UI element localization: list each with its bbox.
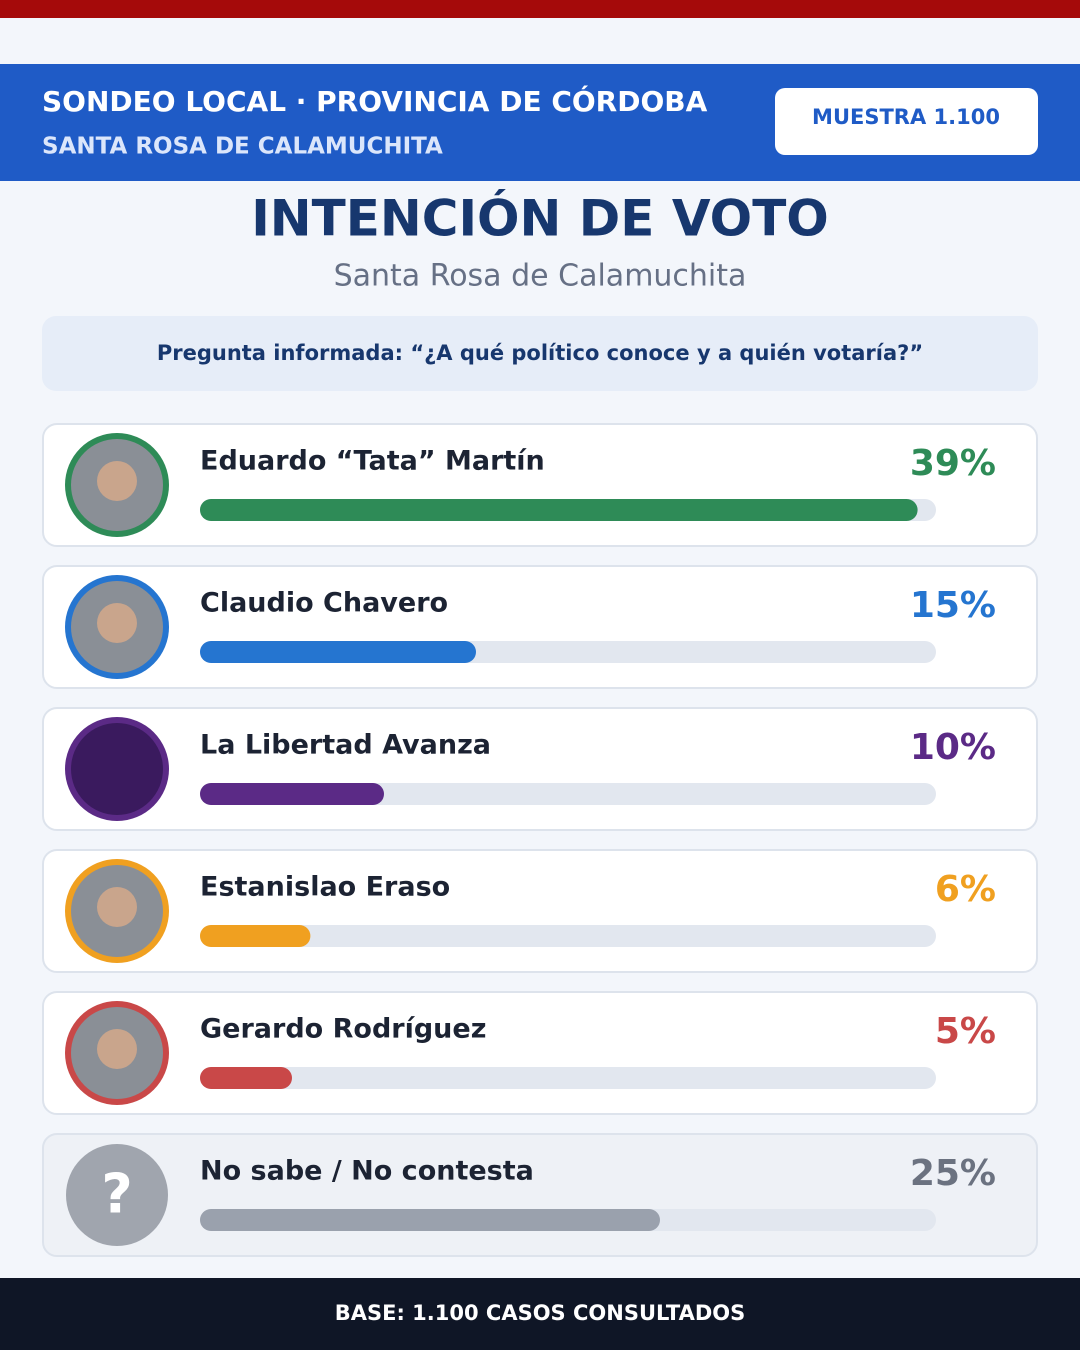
footer: BASE: 1.100 CASOS CONSULTADOS (335, 1301, 746, 1325)
category-label: Gerardo Rodríguez (200, 1014, 486, 1045)
value-label: 5% (935, 1011, 996, 1052)
header-title: SONDEO LOCAL · PROVINCIA DE CÓRDOBA (42, 84, 708, 118)
bar-track (200, 1067, 936, 1089)
avatar (71, 723, 163, 815)
card (42, 1133, 1038, 1257)
card (42, 849, 1038, 973)
card (42, 991, 1038, 1115)
avatar-face (97, 461, 137, 501)
badge-text: MUESTRA 1.100 (812, 105, 1000, 129)
card (42, 565, 1038, 689)
value-label: 10% (910, 727, 996, 768)
avatar-face (97, 603, 137, 643)
card (42, 423, 1038, 547)
bar (200, 925, 311, 947)
category-label: Estanislao Eraso (200, 872, 450, 903)
top-stripe (0, 0, 1080, 18)
badge (775, 88, 1038, 155)
header-subtitle: SANTA ROSA DE CALAMUCHITA (42, 134, 443, 160)
bar (200, 499, 918, 521)
chart-subtitle: Santa Rosa de Calamuchita (334, 259, 747, 294)
value-label: 25% (910, 1153, 996, 1194)
value-label: 6% (935, 869, 996, 910)
bar (200, 641, 476, 663)
question: Pregunta informada: “¿A qué político con… (157, 341, 923, 365)
category-label: No sabe / No contesta (200, 1156, 534, 1187)
question-box (42, 316, 1038, 391)
rows: Eduardo “Tata” Martín 39% Claudio Chavero 1… (42, 423, 1038, 1257)
category-label: Claudio Chavero (200, 588, 448, 619)
footer-band (0, 1278, 1080, 1350)
bar (200, 783, 384, 805)
chart-title: INTENCIÓN DE VOTO (251, 189, 829, 248)
bar-track (200, 925, 936, 947)
value-label: 39% (910, 443, 996, 484)
avatar-icon: ? (101, 1163, 132, 1226)
avatar (66, 1144, 168, 1246)
category-label: Eduardo “Tata” Martín (200, 446, 545, 477)
avatar-face (97, 1029, 137, 1069)
category-label: La Libertad Avanza (200, 730, 491, 761)
card (42, 707, 1038, 831)
bar (200, 1067, 292, 1089)
avatar-face (97, 887, 137, 927)
bar (200, 1209, 660, 1231)
value-label: 15% (910, 585, 996, 626)
bar-track (200, 783, 936, 805)
